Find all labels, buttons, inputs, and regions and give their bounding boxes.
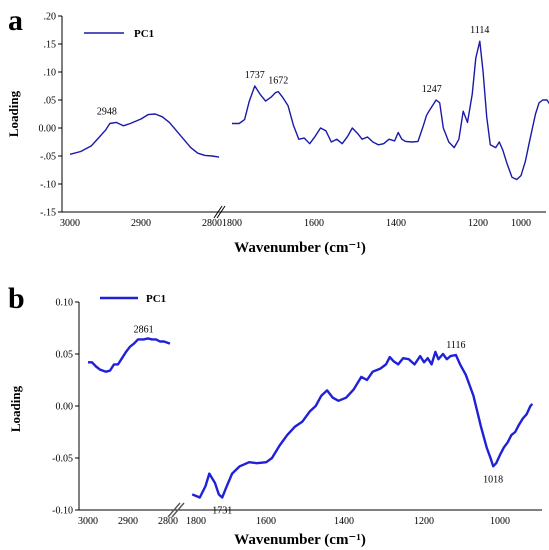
panel-a: a .20 .15 .10 .05 0.00 -.05 -.10 -.15 3000 2900 2… <box>6 4 549 256</box>
panel-a-x-label: Wavenumber (cm⁻¹) <box>234 240 366 256</box>
panel-b-legend-label: PC1 <box>146 293 166 305</box>
panel-a-y-tick-label: .10 <box>44 68 57 79</box>
panel-a-y-tick-label: .20 <box>44 12 57 23</box>
panel-b-x-tick-label: 1600 <box>256 516 276 527</box>
panel-a-legend: PC1 <box>84 28 154 40</box>
panel-a-y-label: Loading <box>6 90 21 137</box>
panel-a-axis-break-2 <box>216 205 226 219</box>
panel-a-axes <box>61 16 546 219</box>
panel-a-series <box>69 40 549 181</box>
panel-b-x-label: Wavenumber (cm⁻¹) <box>234 532 366 548</box>
panel-b-series-line-left <box>88 337 171 373</box>
panel-a-axis-break-1 <box>213 205 223 219</box>
panel-b-x-tick-label: 2800 <box>158 516 178 527</box>
panel-b-series-line-right <box>191 350 534 499</box>
panel-b-peak-label: 2861 <box>134 324 154 335</box>
panel-a-y-tick-label: 0.00 <box>39 124 57 135</box>
panel-a-label: a <box>8 4 23 37</box>
panel-a-x-tick-label: 1800 <box>222 218 242 229</box>
panel-b-annotations: 2861 1731 1116 1018 <box>134 324 504 516</box>
panel-a-x-tick-label: 2800 <box>202 218 222 229</box>
panel-b-x-tick-label: 1800 <box>186 516 206 527</box>
panel-b-axis-break-2 <box>171 502 185 518</box>
panel-a-y-tick-label: -.05 <box>40 152 56 163</box>
panel-a-peak-label: 1672 <box>268 76 288 87</box>
panel-a-x-tick-label: 3000 <box>60 218 80 229</box>
panel-b-x-tick-label: 1000 <box>490 516 510 527</box>
panel-b-x-tick-label: 1400 <box>334 516 354 527</box>
panel-b-series <box>88 337 534 499</box>
panel-a-series-line-right <box>232 40 549 181</box>
panel-b-x-ticks: 3000 2900 2800 1800 1600 1400 1200 1000 <box>78 516 510 527</box>
panel-a-x-tick-label: 1400 <box>386 218 406 229</box>
panel-b-y-label: Loading <box>8 385 23 432</box>
panel-a-y-tick-label: .05 <box>44 96 57 107</box>
panel-a-peak-label: 1737 <box>245 70 265 81</box>
panel-b-axis-break-1 <box>167 502 181 518</box>
panel-b-label: b <box>8 282 25 315</box>
panel-a-y-tick-label: -.10 <box>40 180 56 191</box>
panel-a-x-tick-label: 1600 <box>304 218 324 229</box>
panel-a-x-tick-label: 1200 <box>468 218 488 229</box>
panel-a-peak-label: 1247 <box>422 84 442 95</box>
panel-b-y-tick-label: -0.10 <box>52 506 73 517</box>
panel-b-x-tick-label: 3000 <box>78 516 98 527</box>
panel-b-peak-label: 1116 <box>446 340 465 351</box>
panel-a-x-tick-label: 2900 <box>131 218 151 229</box>
panel-b-x-tick-label: 2900 <box>118 516 138 527</box>
panel-a-x-ticks: 3000 2900 2800 1800 1600 1400 1200 1000 <box>60 218 531 229</box>
panel-b-x-tick-label: 1200 <box>414 516 434 527</box>
panel-b-y-ticks: 0.10 0.05 0.00 -0.05 -0.10 <box>52 298 79 517</box>
panel-b-peak-label: 1018 <box>483 474 503 485</box>
panel-b-legend: PC1 <box>100 293 166 305</box>
panel-a-y-ticks: .20 .15 .10 .05 0.00 -.05 -.10 -.15 <box>39 12 62 219</box>
panel-a-y-tick-label: .15 <box>44 40 57 51</box>
panel-a-peak-label: 2948 <box>97 106 117 117</box>
panel-b-y-tick-label: 0.05 <box>56 350 74 361</box>
panel-a-x-tick-label: 1000 <box>511 218 531 229</box>
panel-b-peak-label: 1731 <box>212 506 232 517</box>
panel-b-y-tick-label: 0.10 <box>56 298 74 309</box>
panel-a-peak-label: 1114 <box>470 25 489 36</box>
panel-a-legend-label: PC1 <box>134 28 154 40</box>
panel-b-y-tick-label: -0.05 <box>52 454 73 465</box>
panel-a-series-line-left <box>69 113 220 158</box>
panel-b-y-tick-label: 0.00 <box>56 402 74 413</box>
panel-b: b 0.10 0.05 0.00 -0.05 -0.10 3000 2900 2800 180… <box>8 282 542 548</box>
panel-a-y-tick-label: -.15 <box>40 208 56 219</box>
